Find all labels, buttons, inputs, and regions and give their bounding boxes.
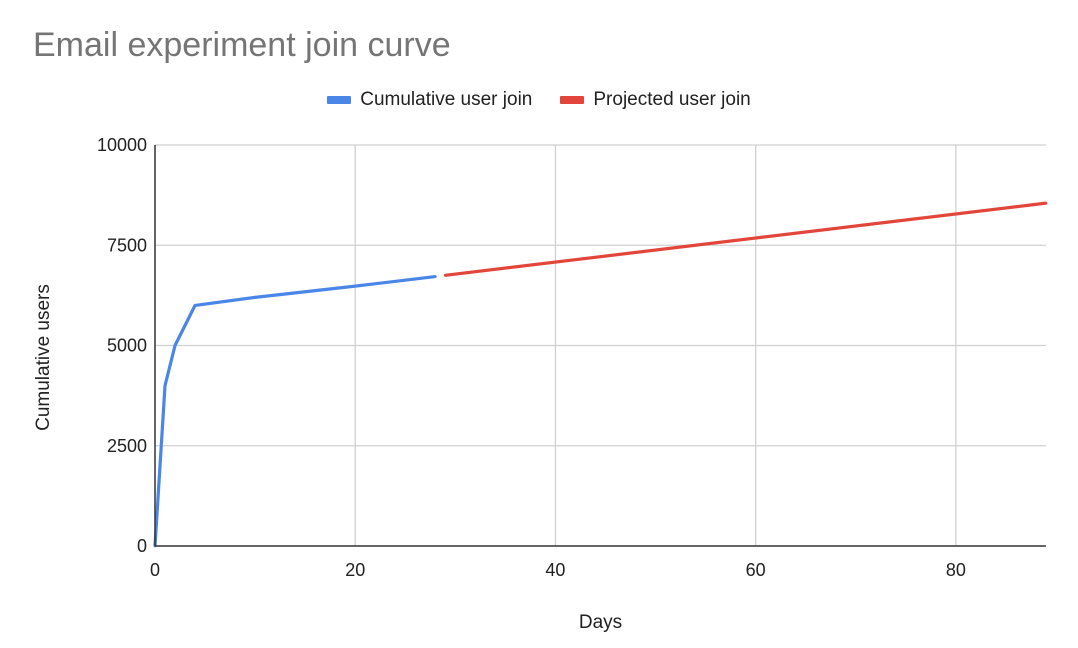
gridlines bbox=[155, 144, 1046, 546]
axes bbox=[154, 145, 1046, 547]
x-axis-title: Days bbox=[579, 612, 622, 633]
legend-item-cumulative[interactable]: Cumulative user join bbox=[327, 89, 532, 111]
legend-swatch-cumulative bbox=[327, 96, 352, 104]
legend-item-projected[interactable]: Projected user join bbox=[560, 89, 751, 111]
legend-label-cumulative: Cumulative user join bbox=[360, 89, 533, 110]
data-point bbox=[353, 284, 357, 288]
series-line-projected[interactable] bbox=[445, 201, 1047, 277]
y-tick-label: 5000 bbox=[107, 336, 147, 356]
y-tick-label: 2500 bbox=[107, 436, 147, 456]
data-point bbox=[193, 304, 197, 307]
legend-swatch-projected bbox=[560, 96, 585, 104]
tick-labels: 0 2500 5000 7500 10000 0 20 40 60 80 bbox=[97, 135, 966, 580]
data-point bbox=[173, 344, 177, 347]
data-point bbox=[1044, 201, 1048, 205]
x-tick-label: 40 bbox=[545, 560, 565, 580]
series-layer bbox=[153, 201, 1048, 548]
chart-title: Email experiment join curve bbox=[33, 26, 451, 64]
x-tick-label: 60 bbox=[746, 560, 766, 580]
x-tick-label: 0 bbox=[150, 560, 160, 580]
data-point bbox=[253, 295, 257, 299]
x-tick-label: 20 bbox=[345, 560, 365, 580]
series-line-cumulative[interactable] bbox=[153, 274, 436, 547]
legend-label-projected: Projected user join bbox=[593, 89, 751, 110]
y-axis-title: Cumulative users bbox=[33, 284, 54, 431]
data-point bbox=[163, 384, 167, 387]
data-point bbox=[433, 275, 437, 278]
y-tick-label: 10000 bbox=[97, 135, 147, 155]
data-point bbox=[443, 273, 447, 277]
legend: Cumulative user join Projected user join bbox=[0, 88, 1078, 112]
x-tick-label: 80 bbox=[946, 560, 966, 580]
y-tick-label: 0 bbox=[137, 536, 147, 556]
y-tick-label: 7500 bbox=[107, 235, 147, 255]
